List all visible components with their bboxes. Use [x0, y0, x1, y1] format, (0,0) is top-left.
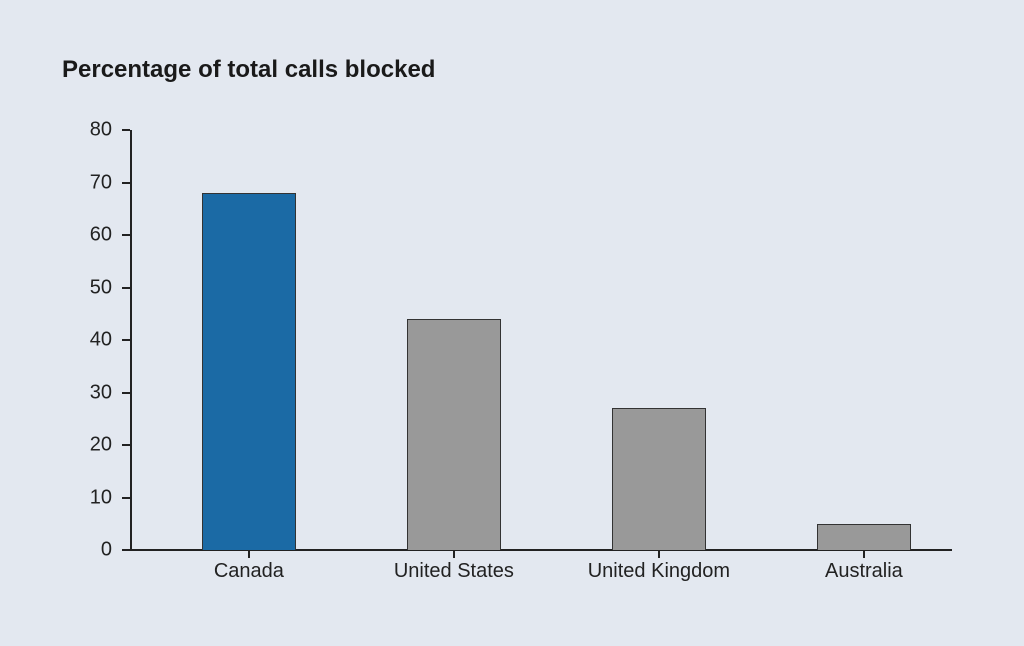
bar	[612, 408, 706, 550]
x-tick-label: Canada	[214, 560, 284, 583]
y-tick-label: 50	[0, 276, 112, 299]
y-tick-mark	[122, 234, 130, 236]
chart-title: Percentage of total calls blocked	[62, 56, 435, 84]
y-tick-mark	[122, 497, 130, 499]
bar	[817, 524, 911, 550]
y-tick-mark	[122, 444, 130, 446]
x-tick-label: Australia	[825, 560, 903, 583]
y-tick-label: 10	[0, 486, 112, 509]
y-tick-mark	[122, 287, 130, 289]
y-tick-mark	[122, 339, 130, 341]
y-tick-label: 70	[0, 171, 112, 194]
x-tick-label: United Kingdom	[588, 560, 730, 583]
x-tick-mark	[658, 550, 660, 558]
y-tick-label: 30	[0, 381, 112, 404]
y-tick-label: 60	[0, 224, 112, 247]
y-tick-label: 40	[0, 329, 112, 352]
y-tick-label: 20	[0, 434, 112, 457]
y-tick-mark	[122, 549, 130, 551]
plot-area: 01020304050607080 CanadaUnited StatesUni…	[130, 130, 950, 550]
x-tick-mark	[248, 550, 250, 558]
x-tick-mark	[453, 550, 455, 558]
y-tick-mark	[122, 392, 130, 394]
x-tick-mark	[863, 550, 865, 558]
y-tick-label: 0	[0, 539, 112, 562]
y-axis	[130, 130, 132, 550]
bar	[202, 193, 296, 550]
y-tick-label: 80	[0, 119, 112, 142]
bar	[407, 319, 501, 550]
y-tick-mark	[122, 129, 130, 131]
chart-container: Percentage of total calls blocked 010203…	[0, 0, 1024, 646]
x-tick-label: United States	[394, 560, 514, 583]
y-tick-mark	[122, 182, 130, 184]
